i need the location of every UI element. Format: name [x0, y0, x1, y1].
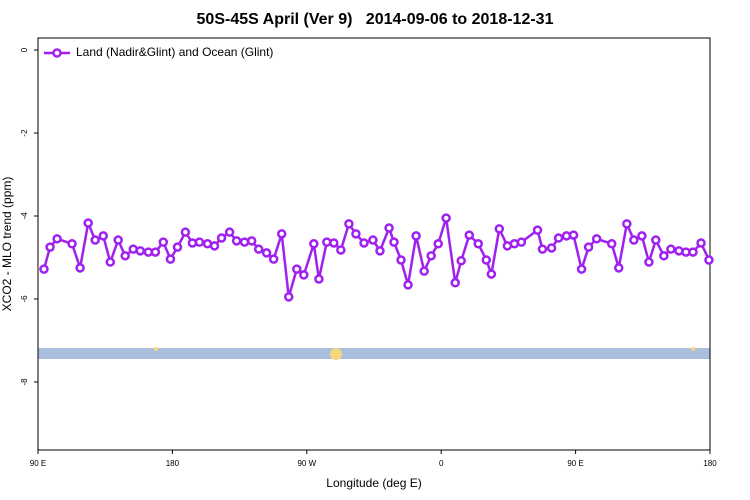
- point: [150, 247, 161, 257]
- point: [268, 254, 279, 264]
- x-tick-label: 180: [703, 459, 717, 468]
- point: [688, 247, 698, 257]
- point: [622, 219, 632, 229]
- point: [120, 251, 130, 261]
- point: [67, 239, 77, 249]
- x-tick-label: 90 E: [30, 459, 46, 468]
- point: [224, 227, 235, 237]
- point: [90, 235, 100, 245]
- point: [314, 274, 324, 284]
- point: [494, 224, 505, 234]
- point: [666, 244, 676, 254]
- point: [158, 237, 169, 247]
- point: [180, 227, 191, 237]
- point: [389, 237, 399, 247]
- point: [553, 233, 564, 243]
- point: [292, 264, 302, 274]
- point: [276, 229, 287, 239]
- point: [583, 242, 594, 252]
- point: [368, 235, 378, 245]
- point: [433, 239, 443, 249]
- series-line: [42, 217, 711, 298]
- point: [261, 248, 272, 258]
- point: [516, 237, 527, 247]
- point: [135, 246, 146, 256]
- point: [336, 245, 346, 255]
- point: [231, 236, 242, 246]
- y-axis-label: XCO2 - MLO trend (ppm): [0, 177, 14, 312]
- point: [704, 255, 714, 265]
- point: [614, 263, 624, 273]
- point: [606, 239, 617, 249]
- x-tick-label: 180: [166, 459, 180, 468]
- point: [239, 237, 250, 247]
- point: [481, 255, 492, 265]
- point: [351, 229, 361, 239]
- point: [659, 251, 669, 261]
- legend-marker: [52, 48, 62, 58]
- point: [384, 223, 394, 233]
- point: [696, 238, 706, 248]
- x-tick-label: 90 E: [567, 459, 583, 468]
- point: [473, 239, 483, 249]
- point: [450, 278, 460, 288]
- map-strip: [38, 347, 710, 360]
- point: [486, 269, 497, 279]
- point: [441, 213, 451, 223]
- point: [344, 219, 354, 229]
- point: [464, 230, 475, 240]
- point: [591, 234, 602, 244]
- point: [45, 242, 55, 252]
- point: [396, 255, 406, 265]
- y-tick-label: -4: [20, 212, 29, 220]
- point: [283, 292, 294, 302]
- point: [629, 235, 639, 245]
- point: [644, 257, 654, 267]
- point: [568, 230, 579, 240]
- point: [299, 270, 309, 280]
- chart-title: 50S-45S April (Ver 9) 2014-09-06 to 2018…: [197, 11, 554, 28]
- point: [194, 237, 205, 247]
- point: [456, 256, 466, 266]
- point: [105, 257, 116, 267]
- point: [39, 264, 49, 274]
- x-tick-label: 0: [439, 459, 444, 468]
- point: [546, 243, 557, 253]
- y-tick-label: -8: [20, 378, 29, 386]
- point: [576, 264, 587, 274]
- y-tick-label: -2: [20, 129, 29, 137]
- point: [375, 246, 385, 256]
- point: [253, 244, 264, 254]
- point: [537, 244, 548, 254]
- point: [246, 236, 257, 246]
- point: [309, 239, 319, 249]
- x-tick-label: 90 W: [297, 459, 316, 468]
- plot-frame: [37, 37, 711, 451]
- point: [403, 280, 413, 290]
- point: [359, 238, 369, 248]
- point: [75, 263, 85, 273]
- point: [52, 234, 62, 244]
- point: [329, 238, 339, 248]
- x-axis-label: Longitude (deg E): [326, 476, 421, 490]
- point: [419, 266, 429, 276]
- point: [98, 231, 109, 241]
- point: [426, 251, 436, 261]
- y-tick-label: -6: [20, 295, 29, 303]
- point: [113, 235, 123, 245]
- point: [637, 231, 647, 241]
- point: [651, 235, 661, 245]
- point: [216, 233, 227, 243]
- point: [165, 254, 176, 264]
- point: [532, 225, 543, 235]
- point: [172, 242, 183, 252]
- legend-label: Land (Nadir&Glint) and Ocean (Glint): [76, 45, 273, 59]
- y-tick-label: 0: [20, 47, 29, 52]
- point: [83, 218, 93, 228]
- point: [411, 231, 421, 241]
- point: [209, 241, 220, 251]
